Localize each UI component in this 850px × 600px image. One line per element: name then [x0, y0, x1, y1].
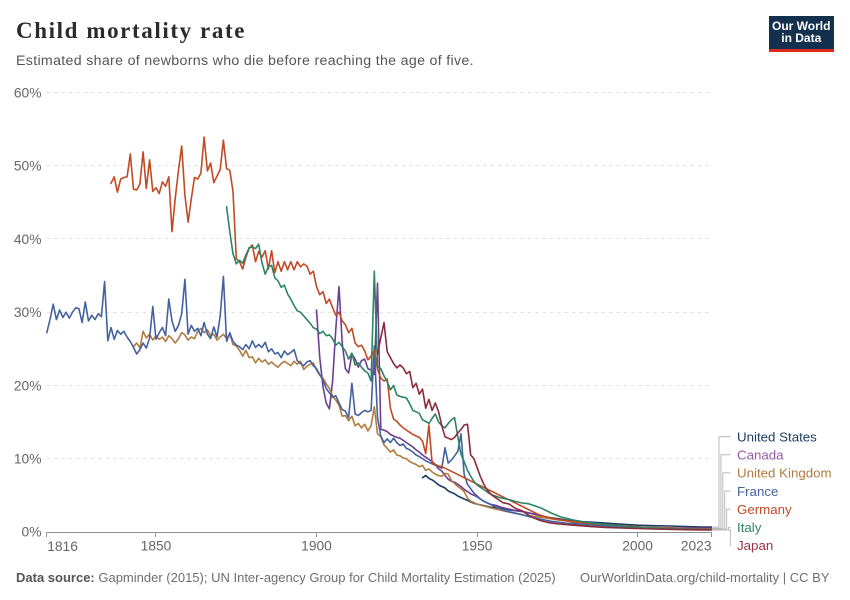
svg-text:United Kingdom: United Kingdom [737, 466, 832, 481]
svg-text:1950: 1950 [462, 539, 493, 554]
svg-text:Canada: Canada [737, 448, 784, 463]
svg-text:30%: 30% [14, 305, 42, 320]
svg-text:50%: 50% [14, 159, 42, 174]
svg-text:40%: 40% [14, 232, 42, 247]
svg-text:Japan: Japan [737, 538, 773, 553]
svg-text:France: France [737, 484, 778, 499]
svg-text:Germany: Germany [737, 502, 792, 517]
svg-text:United States: United States [737, 429, 817, 444]
svg-text:2000: 2000 [622, 539, 653, 554]
svg-text:10%: 10% [14, 452, 42, 467]
svg-text:1816: 1816 [47, 539, 78, 554]
svg-text:0%: 0% [22, 525, 42, 540]
svg-text:1850: 1850 [141, 539, 172, 554]
svg-text:1900: 1900 [301, 539, 332, 554]
svg-text:2023: 2023 [681, 539, 712, 554]
svg-text:20%: 20% [14, 378, 42, 393]
svg-text:60%: 60% [14, 85, 42, 100]
svg-text:Italy: Italy [737, 520, 762, 535]
